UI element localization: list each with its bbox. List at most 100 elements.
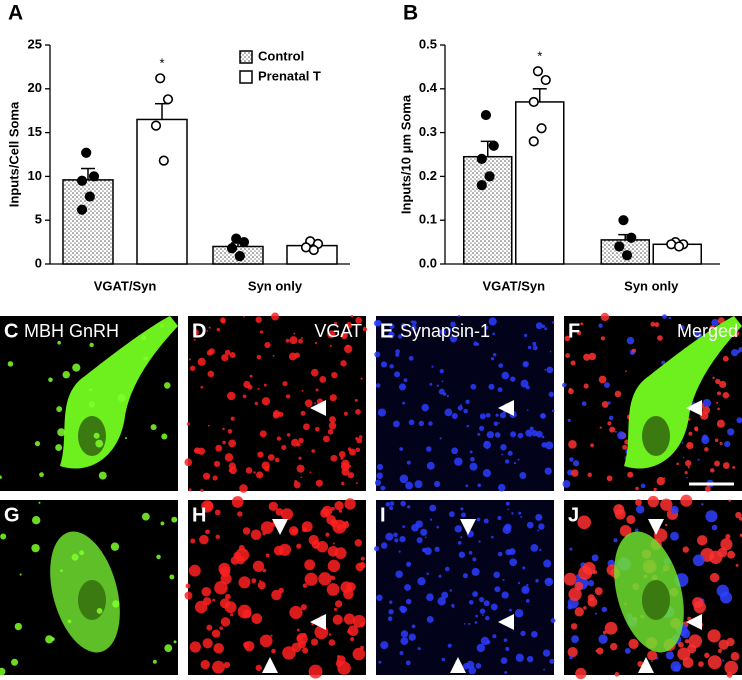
speckle <box>171 516 178 523</box>
x-tick-label: VGAT/Syn <box>94 278 157 293</box>
speckle <box>701 503 704 506</box>
speckle <box>399 535 406 543</box>
speckle <box>262 568 267 573</box>
speckle <box>735 511 742 519</box>
speckle <box>315 388 319 392</box>
speckle <box>604 621 618 635</box>
speckle <box>451 447 459 455</box>
speckle <box>206 624 213 631</box>
data-point <box>488 140 499 151</box>
speckle <box>501 371 510 380</box>
speckle <box>48 377 53 383</box>
speckle <box>414 480 423 489</box>
speckle <box>239 484 248 493</box>
speckle <box>271 648 276 654</box>
speckle <box>543 668 546 671</box>
speckle <box>522 360 529 368</box>
speckle <box>57 428 66 437</box>
data-point <box>614 241 625 252</box>
speckle <box>665 523 668 527</box>
speckle <box>438 574 442 578</box>
speckle <box>434 546 440 552</box>
speckle <box>535 322 543 330</box>
speckle <box>478 596 485 603</box>
speckle <box>416 537 423 544</box>
speckle <box>497 483 506 492</box>
speckle <box>464 622 466 625</box>
speckle <box>458 551 466 558</box>
speckle <box>57 340 61 345</box>
speckle <box>499 412 507 419</box>
speckle <box>692 554 705 567</box>
speckle <box>272 354 275 357</box>
speckle <box>525 599 530 603</box>
speckle <box>547 579 552 583</box>
speckle <box>680 494 693 507</box>
speckle <box>342 521 350 529</box>
speckle <box>55 444 63 452</box>
speckle <box>255 316 262 324</box>
speckle <box>502 525 511 534</box>
speckle <box>242 527 251 535</box>
speckle <box>197 357 206 366</box>
speckle <box>523 588 527 592</box>
speckle <box>394 538 399 543</box>
speckle <box>518 511 522 515</box>
speckle <box>520 379 529 388</box>
data-point <box>76 204 88 215</box>
speckle <box>475 614 478 618</box>
speckle <box>490 357 495 361</box>
speckle <box>526 655 534 663</box>
y-tick-label: 0.2 <box>419 168 437 183</box>
speckle <box>685 459 692 467</box>
speckle <box>442 392 447 396</box>
speckle <box>185 583 191 589</box>
speckle <box>395 352 400 357</box>
speckle <box>551 321 555 324</box>
speckle <box>454 457 463 466</box>
arrowhead <box>686 614 702 630</box>
speckle <box>152 659 157 664</box>
speckle <box>587 472 592 477</box>
speckle <box>341 481 345 486</box>
panel-label: VGAT <box>314 321 362 341</box>
speckle <box>519 471 527 479</box>
speckle <box>462 573 468 579</box>
speckle <box>358 435 363 439</box>
speckle <box>411 624 416 629</box>
speckle <box>404 584 411 591</box>
speckle <box>188 488 192 492</box>
speckle <box>507 508 510 511</box>
speckle <box>676 462 679 466</box>
speckle <box>334 501 344 511</box>
speckle <box>355 447 361 453</box>
speckle <box>314 402 317 405</box>
speckle <box>722 355 729 362</box>
speckle <box>682 546 689 553</box>
speckle <box>609 426 616 433</box>
speckle <box>331 506 335 511</box>
speckle <box>112 600 120 608</box>
speckle <box>614 430 617 433</box>
speckle <box>308 664 323 679</box>
speckle <box>298 456 302 460</box>
speckle <box>202 638 213 649</box>
speckle <box>201 500 214 513</box>
speckle <box>302 633 307 638</box>
speckle <box>598 375 607 384</box>
speckle <box>604 382 610 389</box>
speckle <box>206 349 213 356</box>
speckle <box>434 480 441 488</box>
speckle <box>502 578 505 582</box>
speckle <box>333 607 338 612</box>
speckle <box>463 408 469 414</box>
speckle <box>355 562 365 572</box>
speckle <box>300 410 306 416</box>
speckle <box>607 401 611 405</box>
y-axis-label: Inputs/Cell Soma <box>6 101 21 207</box>
speckle <box>494 432 501 438</box>
speckle <box>237 511 243 517</box>
speckle <box>509 558 518 567</box>
speckle <box>256 354 262 360</box>
speckle <box>738 347 742 352</box>
